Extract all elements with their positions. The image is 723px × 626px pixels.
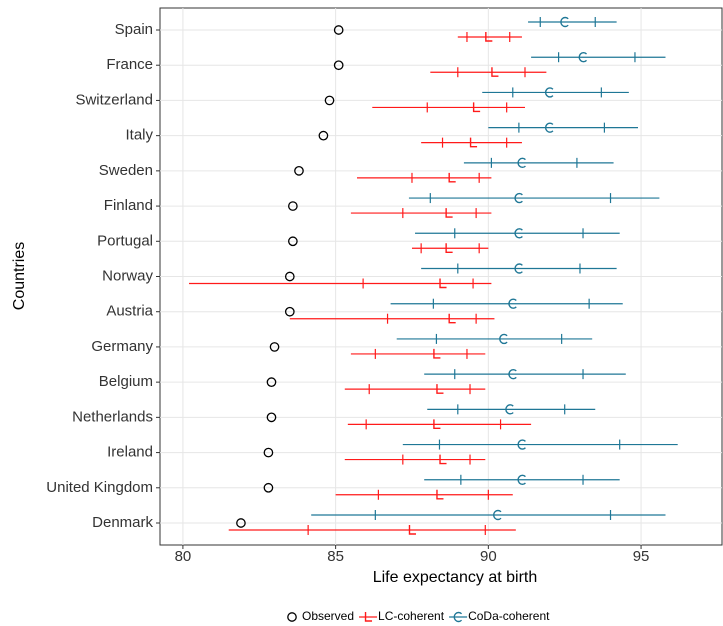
point bbox=[236, 518, 246, 528]
point bbox=[266, 412, 277, 423]
point bbox=[284, 271, 295, 282]
x-tick-label: 85 bbox=[327, 548, 344, 565]
x-tick-label: 80 bbox=[175, 548, 192, 565]
point bbox=[491, 67, 499, 77]
point bbox=[433, 348, 441, 359]
point bbox=[514, 228, 523, 239]
x-axis-title: Life expectancy at birth bbox=[373, 569, 538, 586]
legend-key bbox=[287, 612, 297, 622]
point bbox=[318, 130, 329, 141]
point bbox=[333, 25, 344, 35]
point bbox=[517, 157, 526, 169]
point bbox=[333, 60, 344, 71]
point bbox=[445, 243, 453, 253]
point bbox=[436, 489, 444, 500]
point bbox=[436, 384, 444, 394]
point bbox=[284, 306, 295, 317]
y-tick-label: Austria bbox=[106, 303, 153, 320]
point bbox=[517, 474, 526, 485]
point bbox=[485, 32, 493, 42]
point bbox=[472, 102, 481, 113]
point bbox=[508, 298, 517, 309]
point bbox=[269, 342, 280, 352]
point bbox=[266, 377, 277, 387]
point bbox=[514, 192, 523, 204]
point bbox=[439, 454, 447, 465]
point bbox=[469, 137, 478, 148]
point bbox=[508, 368, 517, 380]
y-tick-label: Portugal bbox=[97, 232, 153, 249]
point bbox=[294, 166, 304, 176]
y-tick-label: Sweden bbox=[99, 162, 153, 179]
point bbox=[560, 16, 569, 28]
point bbox=[505, 404, 514, 415]
x-tick-label: 90 bbox=[480, 548, 497, 565]
point bbox=[263, 447, 274, 458]
legend-label: CoDa-coherent bbox=[468, 609, 550, 623]
y-tick-label: Norway bbox=[102, 267, 153, 284]
point bbox=[499, 333, 508, 345]
y-tick-label: Belgium bbox=[99, 373, 153, 390]
point bbox=[408, 525, 416, 535]
point bbox=[517, 439, 526, 450]
point bbox=[433, 419, 441, 430]
y-tick-label: Switzerland bbox=[75, 91, 153, 108]
y-tick-label: United Kingdom bbox=[46, 479, 153, 496]
y-tick-label: Netherlands bbox=[72, 408, 153, 425]
point bbox=[578, 52, 588, 63]
point bbox=[288, 236, 298, 247]
y-tick-label: Spain bbox=[115, 21, 153, 38]
y-axis-title: Countries bbox=[11, 242, 28, 310]
point bbox=[448, 313, 456, 324]
legend-label: Observed bbox=[302, 609, 354, 623]
y-tick-label: France bbox=[106, 56, 153, 73]
point bbox=[492, 509, 502, 521]
point bbox=[263, 482, 274, 493]
point bbox=[445, 208, 453, 218]
point bbox=[448, 172, 456, 183]
point bbox=[288, 201, 298, 211]
y-tick-label: Germany bbox=[91, 338, 153, 355]
y-tick-label: Ireland bbox=[107, 444, 153, 461]
legend-key bbox=[364, 612, 373, 622]
point bbox=[544, 122, 554, 133]
y-tick-label: Denmark bbox=[92, 514, 153, 531]
point bbox=[544, 87, 554, 98]
y-tick-label: Italy bbox=[125, 127, 153, 144]
point bbox=[439, 278, 447, 289]
y-tick-label: Finland bbox=[104, 197, 153, 214]
legend-key bbox=[453, 611, 463, 623]
x-tick-label: 95 bbox=[633, 548, 650, 565]
point bbox=[324, 95, 335, 106]
point bbox=[514, 263, 523, 274]
legend-label: LC-coherent bbox=[378, 609, 445, 623]
